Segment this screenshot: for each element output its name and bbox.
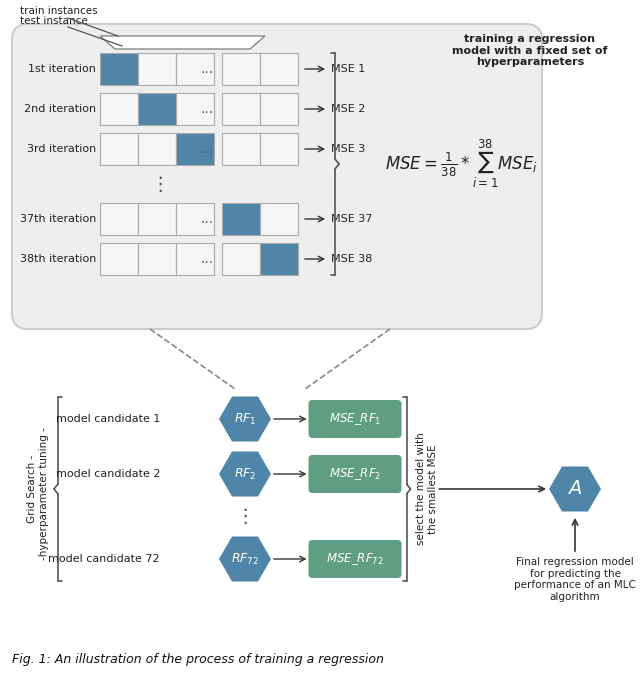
Text: ...: ...	[200, 142, 214, 156]
Text: model candidate 2: model candidate 2	[56, 469, 160, 479]
Bar	[100, 203, 138, 235]
Text: ...: ...	[200, 252, 214, 266]
Text: $RF_{72}$: $RF_{72}$	[231, 551, 259, 566]
Bar	[260, 203, 298, 235]
Text: model candidate 72: model candidate 72	[49, 554, 160, 564]
Bar	[260, 133, 298, 165]
Bar	[138, 203, 176, 235]
FancyBboxPatch shape	[12, 24, 542, 329]
Bar	[138, 93, 176, 125]
Text: $RF_1$: $RF_1$	[234, 412, 256, 427]
FancyBboxPatch shape	[308, 400, 401, 438]
Bar	[100, 133, 138, 165]
Text: ...: ...	[200, 62, 214, 76]
Text: MSE 38: MSE 38	[331, 254, 372, 264]
Text: -hyperparameter tuning -: -hyperparameter tuning -	[39, 428, 49, 560]
Text: 3rd iteration: 3rd iteration	[27, 144, 96, 154]
Bar	[176, 133, 214, 165]
Text: MSE 37: MSE 37	[331, 214, 372, 224]
Bar	[100, 53, 138, 85]
Text: $RF_2$: $RF_2$	[234, 466, 256, 482]
Bar	[222, 203, 260, 235]
Text: Grid Search -: Grid Search -	[27, 455, 37, 523]
Text: ⋮: ⋮	[150, 174, 170, 194]
Text: Fig. 1: An illustration of the process of training a regression: Fig. 1: An illustration of the process o…	[12, 653, 384, 666]
Bar	[176, 243, 214, 275]
Bar	[222, 93, 260, 125]
Text: ...: ...	[200, 102, 214, 116]
Bar	[222, 133, 260, 165]
Text: test instance: test instance	[20, 16, 88, 26]
FancyBboxPatch shape	[308, 540, 401, 578]
FancyBboxPatch shape	[308, 455, 401, 493]
Text: model candidate 1: model candidate 1	[56, 414, 160, 424]
Text: 1st iteration: 1st iteration	[28, 64, 96, 74]
Bar	[222, 53, 260, 85]
Polygon shape	[219, 397, 271, 441]
Bar	[260, 93, 298, 125]
Text: ...: ...	[200, 212, 214, 226]
Text: Final regression model
for predicting the
performance of an MLC
algorithm: Final regression model for predicting th…	[514, 557, 636, 602]
Text: $MSE\_RF_1$: $MSE\_RF_1$	[329, 411, 381, 427]
Text: $MSE\_RF_{72}$: $MSE\_RF_{72}$	[326, 551, 384, 567]
Polygon shape	[549, 466, 601, 512]
Text: $A$: $A$	[568, 479, 582, 499]
Bar	[260, 53, 298, 85]
Text: $MSE = \frac{1}{38} * \sum_{i=1}^{38} MSE_i$: $MSE = \frac{1}{38} * \sum_{i=1}^{38} MS…	[385, 138, 538, 190]
Text: MSE 2: MSE 2	[331, 104, 365, 114]
Bar	[176, 203, 214, 235]
Polygon shape	[219, 451, 271, 497]
Bar	[260, 243, 298, 275]
Bar	[100, 93, 138, 125]
Text: 38th iteration: 38th iteration	[20, 254, 96, 264]
Text: MSE 3: MSE 3	[331, 144, 365, 154]
Text: 2nd iteration: 2nd iteration	[24, 104, 96, 114]
Text: MSE 1: MSE 1	[331, 64, 365, 74]
Text: 37th iteration: 37th iteration	[20, 214, 96, 224]
Bar	[176, 93, 214, 125]
Polygon shape	[219, 536, 271, 581]
Bar	[138, 53, 176, 85]
Text: train instances: train instances	[20, 6, 98, 16]
Text: training a regression
model with a fixed set of
hyperparameters: training a regression model with a fixed…	[452, 34, 608, 67]
Bar	[222, 243, 260, 275]
Bar	[138, 243, 176, 275]
Bar	[138, 133, 176, 165]
Text: ⋮: ⋮	[236, 506, 255, 525]
Bar	[100, 243, 138, 275]
Text: $MSE\_RF_2$: $MSE\_RF_2$	[329, 466, 381, 482]
Bar	[176, 53, 214, 85]
Polygon shape	[100, 36, 265, 49]
Text: select the model with
the smallest MSE: select the model with the smallest MSE	[417, 432, 438, 545]
